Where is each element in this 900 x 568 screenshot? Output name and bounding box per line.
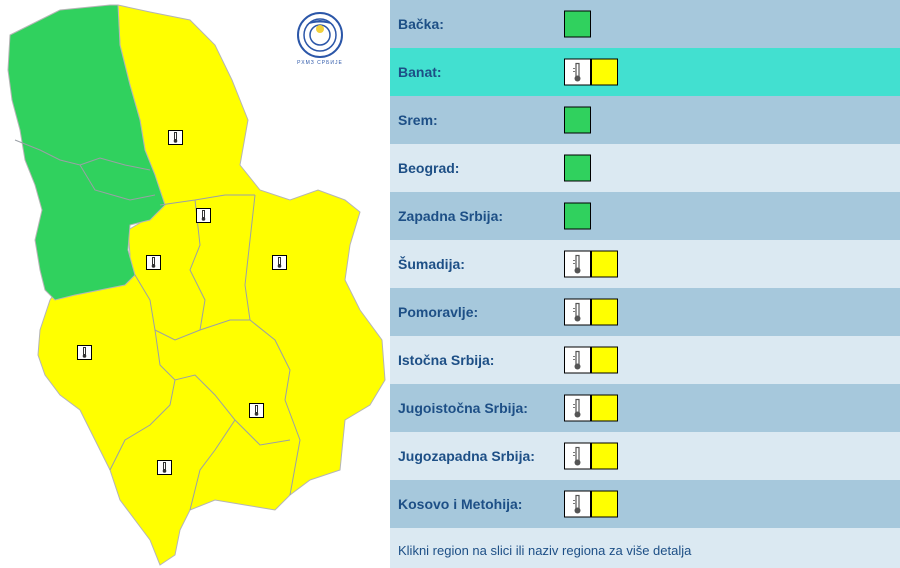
serbia-map-svg — [7, 4, 386, 566]
footer-hint: Klikni region na slici ili naziv regiona… — [398, 543, 692, 558]
region-list: Bačka: Banat: Srem: Beograd: Zapadna Srbija:… — [390, 0, 900, 568]
region-row[interactable]: Jugozapadna Srbija: — [390, 432, 900, 480]
thermometer-icon[interactable] — [272, 255, 287, 270]
thermometer-icon — [564, 442, 591, 470]
region-label[interactable]: Jugozapadna Srbija: — [398, 448, 535, 464]
map-region-green[interactable] — [7, 4, 166, 301]
region-row[interactable]: Istočna Srbija: — [390, 336, 900, 384]
region-row[interactable]: Beograd: — [390, 144, 900, 192]
region-borders — [14, 139, 301, 511]
rhmz-logo: РХМЗ СРБИЈЕ — [290, 10, 350, 72]
warning-level-square — [591, 490, 618, 518]
warning-indicator[interactable] — [564, 106, 591, 134]
warning-level-square — [564, 10, 591, 38]
warning-level-square — [591, 58, 618, 86]
region-row[interactable]: Kosovo i Metohija: — [390, 480, 900, 528]
region-row[interactable]: Jugoistočna Srbija: — [390, 384, 900, 432]
region-label[interactable]: Bačka: — [398, 16, 444, 32]
warning-indicator[interactable] — [564, 250, 618, 278]
region-label[interactable]: Jugoistočna Srbija: — [398, 400, 528, 416]
warning-indicator[interactable] — [564, 490, 618, 518]
region-row[interactable]: Zapadna Srbija: — [390, 192, 900, 240]
region-row[interactable]: Bačka: — [390, 0, 900, 48]
region-label[interactable]: Kosovo i Metohija: — [398, 496, 523, 512]
warning-indicator[interactable] — [564, 394, 618, 422]
thermometer-icon — [564, 346, 591, 374]
thermometer-icon — [564, 298, 591, 326]
thermometer-icon[interactable] — [77, 345, 92, 360]
warning-indicator[interactable] — [564, 58, 618, 86]
rhmz-logo-icon — [297, 12, 343, 58]
warning-indicator[interactable] — [564, 346, 618, 374]
region-label[interactable]: Srem: — [398, 112, 438, 128]
region-label[interactable]: Istočna Srbija: — [398, 352, 495, 368]
warning-indicator[interactable] — [564, 10, 591, 38]
warning-indicator[interactable] — [564, 202, 591, 230]
region-label[interactable]: Pomoravlje: — [398, 304, 479, 320]
region-row[interactable]: Pomoravlje: — [390, 288, 900, 336]
thermometer-icon[interactable] — [168, 130, 183, 145]
warning-indicator[interactable] — [564, 154, 591, 182]
warning-indicator[interactable] — [564, 442, 618, 470]
region-row[interactable]: Banat: — [390, 48, 900, 96]
region-row[interactable]: Šumadija: — [390, 240, 900, 288]
thermometer-icon[interactable] — [146, 255, 161, 270]
warning-level-square — [591, 346, 618, 374]
warning-level-square — [564, 154, 591, 182]
thermometer-icon[interactable] — [196, 208, 211, 223]
thermometer-icon — [564, 58, 591, 86]
region-label[interactable]: Šumadija: — [398, 256, 465, 272]
warning-level-square — [591, 442, 618, 470]
thermometer-icon — [564, 250, 591, 278]
warning-level-square — [591, 250, 618, 278]
thermometer-icon[interactable] — [157, 460, 172, 475]
thermometer-icon[interactable] — [249, 403, 264, 418]
warning-indicator[interactable] — [564, 298, 618, 326]
warning-level-square — [591, 298, 618, 326]
logo-text: РХМЗ СРБИЈЕ — [297, 60, 343, 66]
warning-level-square — [564, 106, 591, 134]
thermometer-icon — [564, 394, 591, 422]
map-region-yellow[interactable] — [37, 4, 386, 566]
thermometer-icon — [564, 490, 591, 518]
region-label[interactable]: Zapadna Srbija: — [398, 208, 504, 224]
region-label[interactable]: Banat: — [398, 64, 442, 80]
region-row[interactable]: Srem: — [390, 96, 900, 144]
warning-map: РХМЗ СРБИЈЕ — [0, 0, 390, 568]
region-label[interactable]: Beograd: — [398, 160, 460, 176]
warning-level-square — [591, 394, 618, 422]
warning-level-square — [564, 202, 591, 230]
